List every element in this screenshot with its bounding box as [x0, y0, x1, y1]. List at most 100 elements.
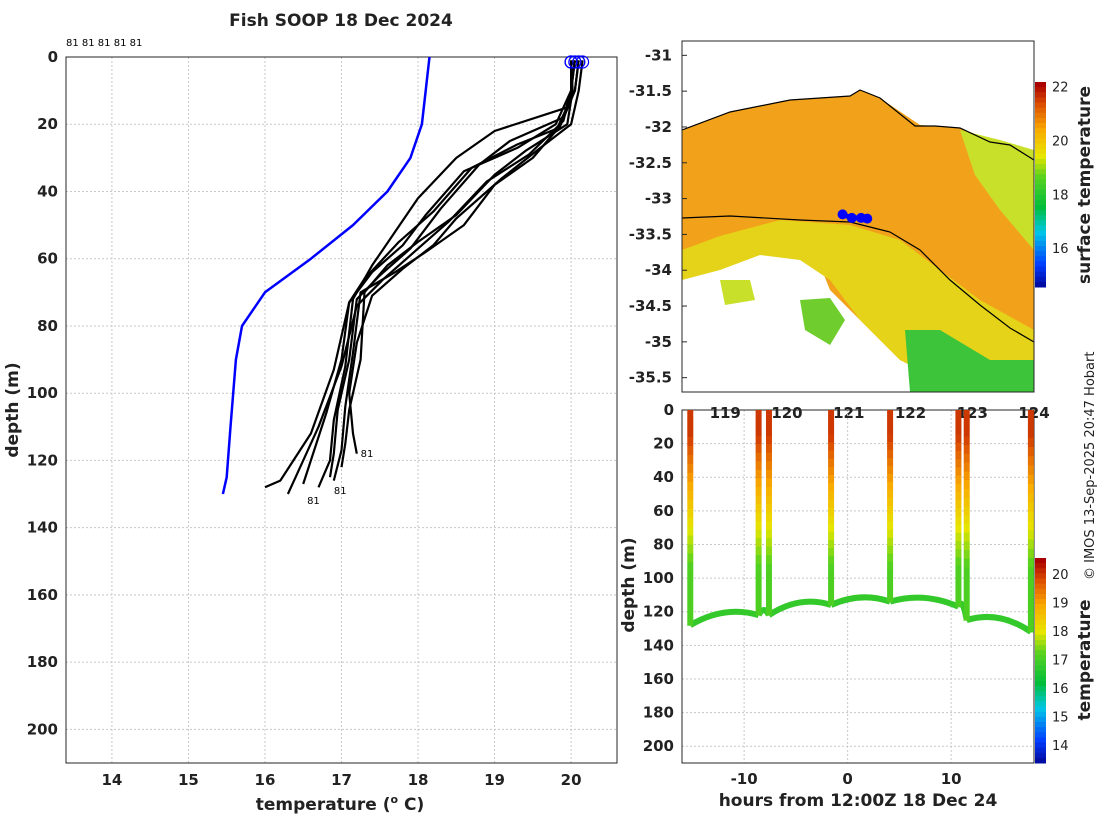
- cast-segment: [687, 481, 694, 492]
- cast-segment: [955, 524, 962, 534]
- cast-segment: [963, 567, 970, 577]
- cast-segment: [687, 580, 694, 590]
- copyright-text: © IMOS 13-Sep-2025 20:47 Hobart: [1083, 352, 1098, 580]
- map-y-tick-label: -34: [645, 261, 672, 279]
- cast-segment: [755, 486, 762, 497]
- cast-segment: [828, 515, 835, 525]
- cast-segment: [955, 467, 962, 477]
- cast-segment: [963, 506, 970, 516]
- sst-south-field: [905, 330, 1034, 392]
- cast-segment: [687, 499, 694, 510]
- section-y-tick-label: 120: [643, 603, 674, 621]
- colorbar-swatch: [1035, 593, 1046, 600]
- profile-line: [286, 60, 573, 495]
- bottom-track: [829, 594, 892, 608]
- cast-segment: [887, 497, 894, 507]
- cast-segment: [963, 550, 970, 560]
- cast-segment: [1027, 613, 1034, 624]
- cast-segment: [755, 435, 762, 445]
- section-x-tick-label: -10: [731, 770, 758, 788]
- map-x-tick-label: 119: [710, 404, 741, 422]
- cast-segment: [1027, 567, 1034, 578]
- colorbar-swatch: [1035, 235, 1046, 242]
- colorbar-swatch: [1035, 251, 1046, 257]
- cast-segment: [828, 483, 835, 492]
- cast-segment: [755, 580, 762, 591]
- cast-segment: [755, 521, 762, 531]
- cast-segment: [687, 454, 694, 465]
- cast-segment: [765, 606, 772, 616]
- colorbar-swatch: [1035, 578, 1046, 585]
- cast-segment: [755, 546, 762, 556]
- section-frame: [681, 409, 1035, 764]
- cast-segment: [963, 558, 970, 569]
- map-x-tick-label: 122: [895, 404, 926, 422]
- cast-segment: [755, 461, 762, 471]
- cast-segment: [963, 410, 970, 420]
- section-y-tick-label: 60: [653, 502, 674, 520]
- bottom-track: [965, 613, 1033, 635]
- cast-segment: [1027, 428, 1034, 439]
- profile-series-group: 81 81 81: [221, 55, 590, 507]
- cast-segment: [955, 491, 962, 501]
- cast-segment: [887, 569, 894, 579]
- cast-segment: [765, 563, 772, 573]
- sst-map-image: [681, 89, 1035, 392]
- cast-segment: [955, 475, 962, 485]
- cast-segment: [1027, 511, 1034, 522]
- cast-segment: [765, 521, 772, 531]
- cast-segment: [1027, 419, 1034, 430]
- profile-y-tick-label: 100: [27, 384, 58, 402]
- colorbar-swatch: [1035, 153, 1046, 160]
- cast-segment: [1027, 437, 1034, 448]
- cast-segment: [887, 425, 894, 435]
- colorbar-swatch: [1035, 670, 1046, 677]
- cast-segment: [955, 459, 962, 468]
- cast-segment: [765, 427, 772, 437]
- colorbar-swatch: [1035, 711, 1046, 718]
- colorbar-swatch: [1035, 563, 1046, 569]
- cast-segment: [755, 503, 762, 514]
- cast-segment: [828, 499, 835, 509]
- sst-patch: [720, 280, 755, 305]
- map-colorbar-tick: 18: [1052, 188, 1069, 203]
- cast-segment: [887, 489, 894, 499]
- colorbar-swatch: [1035, 686, 1046, 692]
- cast-segment: [687, 553, 694, 564]
- cast-segment: [887, 505, 894, 515]
- profile-id-annotation: 81: [334, 486, 347, 497]
- colorbar-swatch: [1035, 619, 1046, 626]
- cast-segment: [828, 564, 835, 574]
- cast-segment: [963, 515, 970, 525]
- cast-segment: [828, 588, 835, 598]
- colorbar-swatch: [1035, 230, 1046, 237]
- cast-segment: [1027, 557, 1034, 568]
- cast-segment: [887, 473, 894, 483]
- colorbar-swatch: [1035, 133, 1046, 139]
- colorbar-swatch: [1035, 701, 1046, 708]
- colorbar-swatch: [1035, 583, 1046, 590]
- map-colorbar-tick: 20: [1052, 134, 1069, 149]
- colorbar-swatch: [1035, 102, 1046, 109]
- profile-x-tick-label: 17: [331, 771, 352, 789]
- section-colorbar-tick: 20: [1052, 568, 1069, 583]
- profile-chart: 81 81 81 14 15 16 17 18 19 20 0 20 40 60 80 100 120 140…: [3, 48, 618, 815]
- cast-segment: [963, 611, 970, 621]
- profile-line: [317, 60, 573, 488]
- cast-segment: [755, 410, 762, 420]
- section-y-tick-label: 160: [643, 670, 674, 688]
- cast-segment: [687, 472, 694, 483]
- cast-segment: [765, 546, 772, 556]
- colorbar-swatch: [1035, 210, 1046, 216]
- cast-segment: [828, 450, 835, 460]
- colorbar-swatch: [1035, 675, 1046, 682]
- cast-segment: [955, 442, 962, 452]
- colorbar-swatch: [1035, 655, 1046, 661]
- cast-segment: [755, 427, 762, 437]
- cast-segment: [765, 512, 772, 522]
- section-y-tick-label: 20: [653, 435, 674, 453]
- cast-segment: [1027, 604, 1034, 614]
- cast-segment: [755, 469, 762, 479]
- cast-segment: [765, 529, 772, 539]
